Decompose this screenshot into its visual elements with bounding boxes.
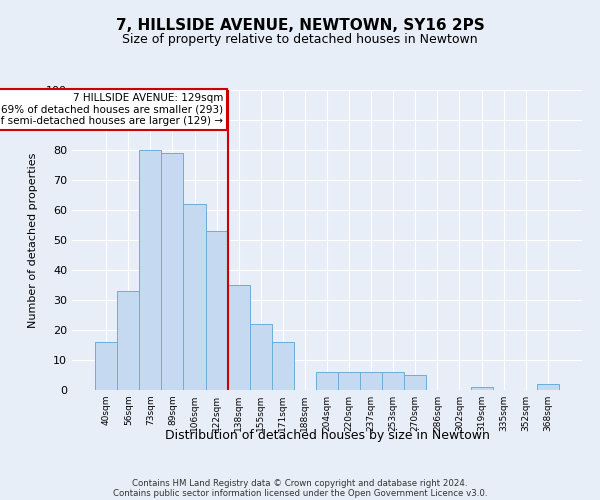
- Text: 7 HILLSIDE AVENUE: 129sqm
← 69% of detached houses are smaller (293)
30% of semi: 7 HILLSIDE AVENUE: 129sqm ← 69% of detac…: [0, 93, 223, 126]
- Bar: [95, 342, 117, 390]
- Y-axis label: Number of detached properties: Number of detached properties: [28, 152, 38, 328]
- Bar: [470, 387, 493, 390]
- Bar: [316, 372, 338, 390]
- Text: Distribution of detached houses by size in Newtown: Distribution of detached houses by size …: [164, 428, 490, 442]
- Bar: [117, 291, 139, 390]
- Text: Size of property relative to detached houses in Newtown: Size of property relative to detached ho…: [122, 32, 478, 46]
- Bar: [184, 204, 206, 390]
- Bar: [338, 372, 360, 390]
- Bar: [272, 342, 294, 390]
- Bar: [537, 384, 559, 390]
- Bar: [382, 372, 404, 390]
- Bar: [227, 285, 250, 390]
- Bar: [161, 153, 184, 390]
- Bar: [360, 372, 382, 390]
- Bar: [404, 375, 427, 390]
- Bar: [139, 150, 161, 390]
- Text: Contains public sector information licensed under the Open Government Licence v3: Contains public sector information licen…: [113, 488, 487, 498]
- Text: Contains HM Land Registry data © Crown copyright and database right 2024.: Contains HM Land Registry data © Crown c…: [132, 478, 468, 488]
- Bar: [250, 324, 272, 390]
- Text: 7, HILLSIDE AVENUE, NEWTOWN, SY16 2PS: 7, HILLSIDE AVENUE, NEWTOWN, SY16 2PS: [116, 18, 484, 32]
- Bar: [206, 231, 227, 390]
